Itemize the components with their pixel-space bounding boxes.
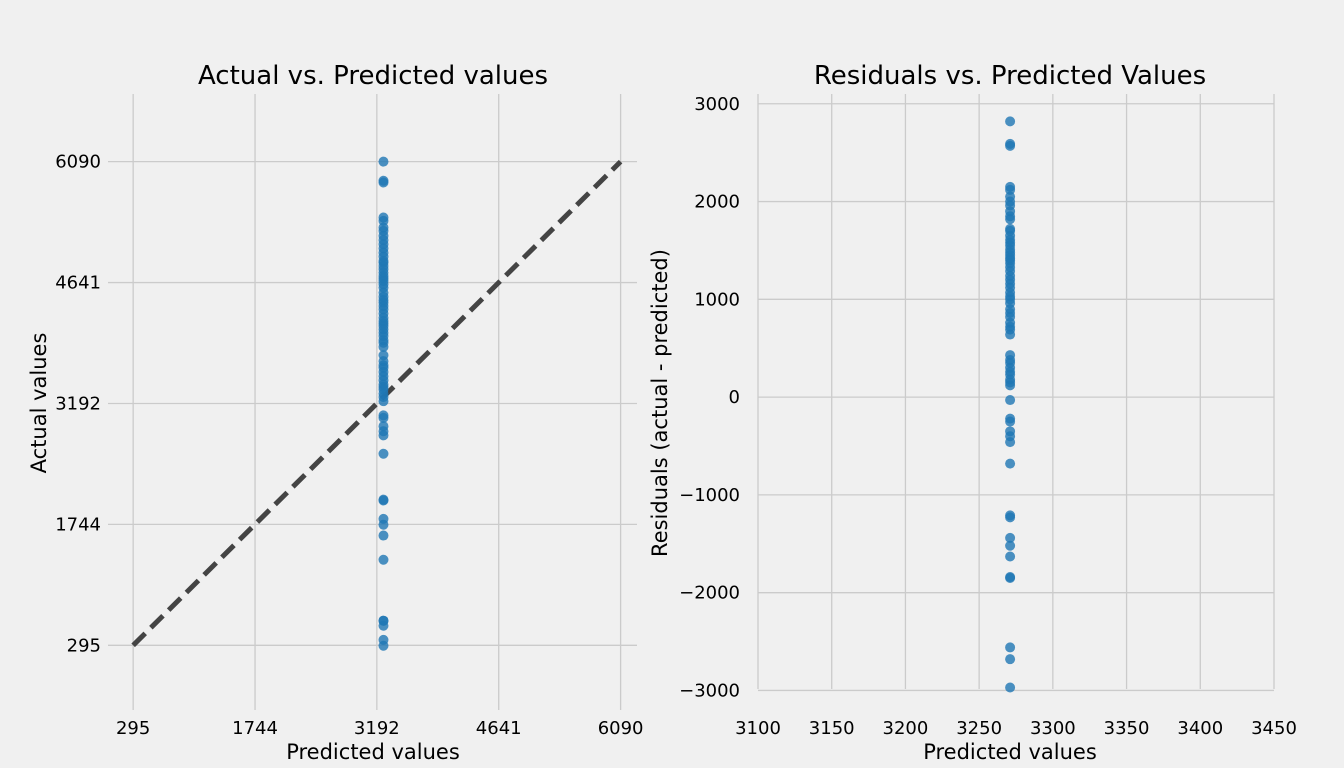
data-point: [378, 341, 389, 352]
right-x-tick-label: 3450: [1251, 718, 1297, 739]
data-point: [1005, 395, 1016, 406]
left-y-tick-label: 1744: [55, 514, 101, 535]
left-x-axis-label: Predicted values: [286, 740, 460, 764]
data-point: [378, 448, 389, 459]
right-y-tick-label: 2000: [694, 192, 740, 213]
right-x-tick-label: 3150: [809, 718, 855, 739]
right-y-tick-label: 1000: [694, 289, 740, 310]
data-point: [1005, 642, 1016, 653]
left-plot-area: [108, 94, 637, 710]
data-point: [1005, 437, 1016, 448]
right-plot-area: [758, 94, 1274, 710]
left-x-tick-label: 3192: [354, 718, 400, 739]
data-point: [1005, 654, 1016, 665]
left-y-tick-labels: 295 1744 3192 4641 6090: [55, 152, 101, 657]
left-y-tick-label: 295: [67, 635, 101, 656]
right-chart-title: Residuals vs. Predicted Values: [814, 61, 1206, 91]
data-point: [1005, 532, 1016, 543]
right-x-tick-label: 3100: [735, 718, 781, 739]
left-y-axis-label: Actual values: [27, 333, 51, 474]
data-point: [378, 396, 389, 407]
data-point: [1005, 551, 1016, 562]
data-point: [378, 519, 389, 530]
data-point: [1005, 540, 1016, 551]
data-point: [1005, 214, 1016, 225]
data-point: [1005, 140, 1016, 151]
data-point: [378, 412, 389, 423]
right-x-axis-label: Predicted values: [923, 740, 1097, 764]
data-point: [1005, 116, 1016, 127]
right-y-tick-label: −3000: [679, 680, 740, 701]
reference-line: [131, 159, 623, 648]
data-point: [378, 430, 389, 441]
right-gridlines: [757, 94, 1275, 692]
left-x-tick-labels: 295 1744 3192 4641 6090: [116, 718, 644, 739]
data-point: [378, 554, 389, 565]
left-y-tick-label: 4641: [55, 273, 101, 294]
right-x-tick-label: 3250: [956, 718, 1002, 739]
right-y-tick-label: 3000: [694, 94, 740, 115]
left-x-tick-label: 6090: [598, 718, 644, 739]
data-point: [378, 620, 389, 631]
right-x-tick-label: 3400: [1177, 718, 1223, 739]
right-y-axis-label: Residuals (actual - predicted): [648, 249, 672, 557]
data-point: [1005, 512, 1016, 523]
right-y-tick-labels: 3000 2000 1000 0 −1000 −2000 −3000: [679, 94, 740, 702]
left-y-tick-label: 6090: [55, 152, 101, 173]
data-point: [1005, 380, 1016, 391]
right-x-tick-label: 3300: [1030, 718, 1076, 739]
right-x-tick-label: 3350: [1104, 718, 1150, 739]
left-x-tick-label: 4641: [476, 718, 522, 739]
data-point: [378, 640, 389, 651]
right-points: [1005, 116, 1016, 693]
data-point: [1005, 682, 1016, 693]
data-point: [1005, 458, 1016, 469]
data-point: [378, 156, 389, 167]
right-chart: 3100 3150 3200 3250 3300 3350 3400 3450 3000 200…: [648, 61, 1297, 764]
left-points: [378, 156, 389, 651]
data-point: [1005, 573, 1016, 583]
left-x-tick-label: 295: [116, 718, 150, 739]
right-y-tick-label: 0: [729, 387, 740, 408]
left-y-tick-label: 3192: [55, 394, 101, 415]
right-y-tick-label: −1000: [679, 485, 740, 506]
left-gridlines: [108, 94, 637, 710]
data-point: [1005, 329, 1016, 340]
left-chart: 295 1744 3192 4641 6090 2951744319246416090 …: [27, 61, 644, 764]
data-point: [378, 495, 389, 506]
right-x-tick-labels: 3100 3150 3200 3250 3300 3350 3400 3450: [735, 718, 1297, 739]
data-point: [378, 177, 389, 188]
data-point: [1005, 416, 1016, 427]
data-point: [1005, 184, 1016, 195]
right-x-tick-label: 3200: [883, 718, 929, 739]
data-point: [378, 530, 389, 541]
right-y-tick-label: −2000: [679, 583, 740, 604]
left-chart-title: Actual vs. Predicted values: [198, 61, 548, 91]
left-x-tick-label: 1744: [232, 718, 278, 739]
